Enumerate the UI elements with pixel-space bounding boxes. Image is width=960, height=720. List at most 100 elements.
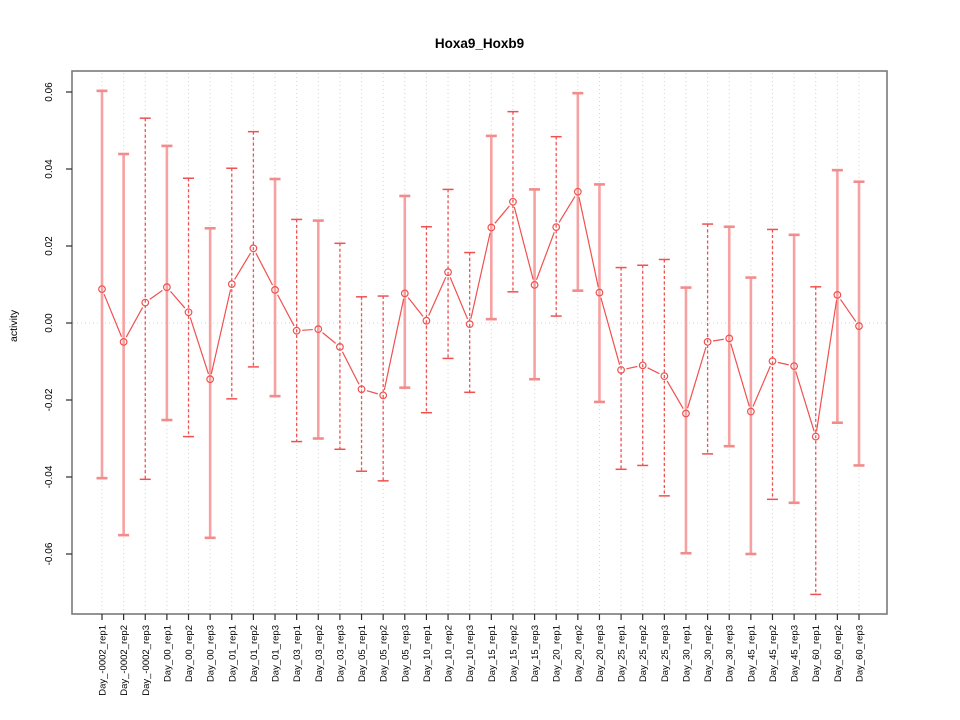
data-point [768, 357, 777, 366]
series-line-segment [189, 317, 210, 375]
x-tick-label: Day_15_rep1 [487, 625, 498, 682]
x-tick-label: Day_25_rep3 [660, 625, 671, 682]
data-point [682, 409, 690, 418]
series-line-segment [366, 390, 379, 395]
series-line-segment [302, 328, 313, 331]
data-point [725, 334, 734, 343]
chart-title: Hoxa9_Hoxb9 [434, 36, 525, 51]
x-tick-label: Day_00_rep1 [162, 625, 173, 682]
x-tick-label: Day_25_rep2 [638, 625, 649, 682]
y-tick-label: 0.02 [44, 236, 55, 256]
x-tick-label: Day_25_rep1 [617, 625, 628, 682]
series-line-segment [255, 252, 274, 286]
y-tick-label: -0.06 [44, 542, 55, 565]
series-line-segment [840, 299, 857, 322]
data-point [141, 298, 150, 307]
series-line-segment [210, 289, 232, 374]
series-line-segment [795, 371, 815, 432]
data-point [162, 283, 171, 292]
x-tick-label: Day_-0002_rep2 [119, 625, 130, 696]
series-line-segment [513, 206, 534, 280]
data-point [357, 385, 366, 394]
data-point [530, 280, 539, 289]
data-point [98, 285, 106, 294]
x-tick-label: Day_00_rep2 [184, 625, 195, 682]
plot-border [71, 70, 888, 615]
data-point [292, 326, 301, 335]
x-tick-label: Day_05_rep3 [400, 625, 411, 682]
series-line-segment [125, 307, 144, 338]
series-line-segment [428, 276, 447, 316]
x-tick-label: Day_-0002_rep3 [141, 625, 152, 696]
x-tick-label: Day_20_rep2 [573, 625, 584, 682]
x-tick-label: Day_01_rep3 [271, 625, 282, 682]
series-line-segment [149, 289, 163, 300]
x-tick-label: Day_10_rep3 [465, 625, 476, 682]
data-point [703, 337, 712, 346]
x-tick-label: Day_45_rep2 [768, 625, 779, 682]
series-line-segment [449, 277, 469, 320]
data-point [617, 366, 625, 374]
x-tick-label: Day_03_rep3 [335, 625, 346, 682]
x-tick-label: Day_05_rep1 [357, 625, 368, 682]
data-point [595, 288, 604, 297]
series-line-segment [600, 297, 621, 365]
series-line-segment [647, 367, 660, 375]
series-line-segment [383, 298, 405, 391]
data-point [746, 407, 755, 416]
x-tick-label: Day_03_rep1 [292, 625, 303, 682]
x-tick-label: Day_45_rep1 [746, 625, 757, 682]
x-tick-label: Day_15_rep3 [530, 625, 541, 682]
x-tick-label: Day_45_rep3 [790, 625, 801, 682]
series-line-segment [686, 346, 707, 409]
series-line-segment [322, 332, 337, 344]
y-tick-label: -0.02 [44, 388, 55, 411]
series-line-segment [777, 361, 789, 366]
x-tick-label: Day_10_rep2 [444, 625, 455, 682]
series-line-segment [470, 232, 491, 319]
x-tick-label: Day_01_rep1 [227, 625, 238, 682]
y-tick-label: -0.04 [44, 465, 55, 488]
x-tick-label: Day_30_rep2 [703, 625, 714, 682]
y-tick-label: 0.06 [44, 82, 55, 102]
y-tick-label: 0.00 [44, 313, 55, 333]
data-point [184, 308, 193, 317]
x-tick-label: Day_10_rep1 [422, 625, 433, 682]
x-tick-label: Day_60_rep1 [811, 625, 822, 682]
data-point [271, 285, 279, 294]
data-point [400, 289, 409, 298]
series-line-segment [730, 343, 750, 407]
data-point [487, 223, 496, 232]
y-tick-label: 0.04 [44, 159, 55, 179]
x-tick-label: Day_-0002_rep1 [98, 625, 109, 696]
series-line-segment [752, 365, 771, 407]
data-point [465, 320, 474, 329]
x-tick-label: Day_15_rep2 [508, 625, 519, 682]
x-tick-label: Day_03_rep2 [314, 625, 325, 682]
data-point [227, 280, 236, 289]
data-point [119, 337, 128, 346]
series-line-segment [170, 290, 186, 309]
series-line-segment [666, 380, 684, 410]
series-line-segment [558, 196, 576, 223]
data-point [444, 268, 452, 277]
data-point [660, 372, 669, 381]
data-point [314, 325, 323, 334]
series-line-segment [712, 338, 724, 342]
data-point [833, 290, 842, 299]
series-line-segment [407, 297, 424, 317]
x-tick-label: Day_20_rep3 [595, 625, 606, 682]
x-tick-label: Day_05_rep2 [379, 625, 390, 682]
data-point [638, 361, 647, 370]
series-line-segment [277, 294, 295, 327]
series-line-segment [578, 196, 599, 288]
series-line-segment [494, 205, 510, 224]
x-tick-label: Day_60_rep3 [855, 625, 866, 682]
data-point [790, 362, 799, 371]
data-point [379, 391, 388, 400]
series-line-segment [626, 365, 638, 370]
x-tick-label: Day_00_rep3 [206, 625, 217, 682]
data-point [552, 223, 561, 232]
data-point [811, 432, 820, 441]
